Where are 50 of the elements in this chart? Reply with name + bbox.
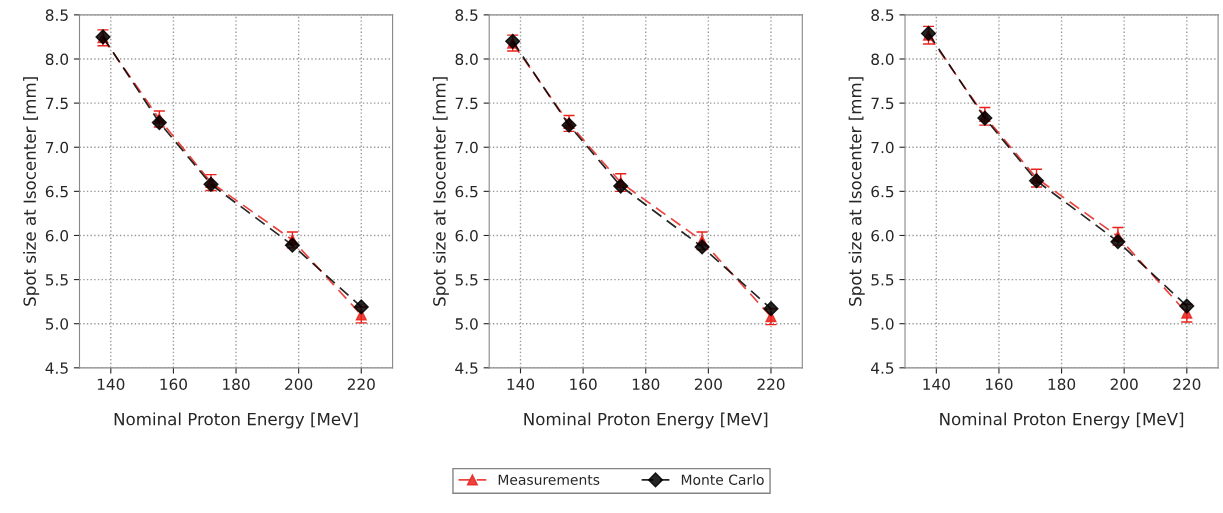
- y-tick-label: 5.5: [45, 274, 68, 286]
- y-tick-label: 4.5: [871, 362, 894, 374]
- y-axis-title: Spot size at Isocenter [mm]: [848, 77, 865, 306]
- y-tick-label: 8.0: [45, 53, 69, 66]
- y-axis-title: Spot size at Isocenter [mm]: [23, 77, 40, 306]
- x-tick-label: 200: [1110, 378, 1138, 391]
- y-tick-label: 8.5: [871, 9, 894, 21]
- x-tick-label: 200: [694, 378, 722, 391]
- y-tick-label: 7.5: [46, 97, 68, 110]
- y-tick-label: 6.0: [455, 229, 478, 242]
- x-tick-label: 220: [347, 378, 375, 391]
- x-axis-title: Nominal Proton Energy [MeV]: [524, 412, 768, 429]
- y-tick-label: 8.0: [871, 53, 894, 66]
- x-axis-title: Nominal Proton Energy [MeV]: [114, 412, 358, 429]
- y-tick-label: 7.0: [871, 141, 894, 154]
- y-tick-label: 5.5: [455, 274, 478, 286]
- y-tick-label: 7.0: [455, 141, 478, 154]
- x-axis-title: Nominal Proton Energy [MeV]: [940, 412, 1184, 429]
- x-tick-label: 220: [757, 378, 785, 391]
- y-tick-label: 8.5: [455, 9, 478, 21]
- y-tick-label: 5.0: [871, 318, 894, 330]
- x-tick-label: 160: [570, 378, 597, 391]
- x-tick-label: 140: [97, 378, 125, 391]
- legend-label: Monte Carlo: [681, 474, 764, 485]
- y-tick-label: 5.0: [45, 318, 69, 330]
- x-tick-label: 140: [923, 378, 950, 391]
- legend-label: Measurements: [498, 474, 600, 485]
- y-tick-label: 8.5: [45, 9, 68, 21]
- x-tick-label: 160: [986, 378, 1013, 391]
- y-tick-label: 5.0: [455, 318, 478, 330]
- y-tick-label: 6.0: [871, 229, 894, 242]
- y-tick-label: 7.0: [46, 141, 69, 154]
- y-tick-label: 6.5: [45, 185, 68, 198]
- y-tick-label: 6.0: [45, 229, 69, 242]
- y-tick-label: 4.5: [45, 362, 68, 374]
- y-tick-label: 7.5: [871, 97, 894, 110]
- y-tick-label: 4.5: [455, 362, 478, 374]
- y-tick-label: 6.5: [455, 185, 478, 198]
- y-tick-label: 6.5: [871, 185, 894, 198]
- y-axis-title: Spot size at Isocenter [mm]: [432, 77, 449, 306]
- x-tick-label: 200: [285, 378, 313, 391]
- y-tick-label: 5.5: [871, 274, 894, 286]
- x-tick-label: 220: [1173, 378, 1201, 391]
- x-tick-label: 180: [1048, 378, 1076, 391]
- x-tick-label: 180: [223, 378, 250, 391]
- x-tick-label: 140: [507, 378, 535, 391]
- x-tick-label: 160: [160, 378, 187, 391]
- y-tick-label: 7.5: [455, 97, 478, 110]
- y-tick-label: 8.0: [455, 53, 478, 66]
- x-tick-label: 180: [632, 378, 660, 391]
